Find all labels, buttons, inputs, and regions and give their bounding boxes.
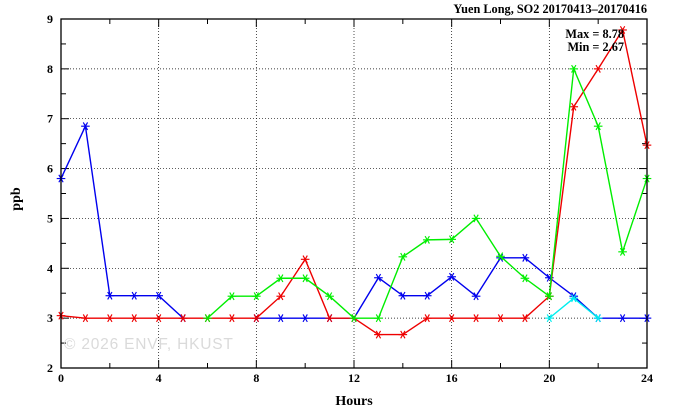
- svg-text:16: 16: [446, 371, 458, 385]
- svg-text:Hours: Hours: [335, 394, 373, 409]
- svg-text:3: 3: [47, 311, 53, 325]
- svg-text:9: 9: [47, 12, 53, 26]
- svg-text:5: 5: [47, 211, 53, 225]
- svg-text:Min = 2.67: Min = 2.67: [567, 40, 624, 54]
- svg-text:8: 8: [253, 371, 259, 385]
- svg-text:4: 4: [47, 261, 53, 275]
- svg-text:7: 7: [47, 112, 53, 126]
- svg-text:0: 0: [58, 371, 64, 385]
- svg-text:4: 4: [156, 371, 162, 385]
- svg-text:20: 20: [543, 371, 555, 385]
- svg-text:8: 8: [47, 62, 53, 76]
- svg-text:24: 24: [641, 371, 653, 385]
- svg-text:2: 2: [47, 361, 53, 375]
- svg-text:Yuen Long, SO2 20170413–201704: Yuen Long, SO2 20170413–20170416: [453, 2, 647, 16]
- svg-text:6: 6: [47, 162, 53, 176]
- svg-text:12: 12: [348, 371, 360, 385]
- svg-text:ppb: ppb: [9, 187, 24, 211]
- svg-text:© 2026 ENVF, HKUST: © 2026 ENVF, HKUST: [64, 336, 234, 353]
- svg-text:Max = 8.78: Max = 8.78: [565, 27, 624, 41]
